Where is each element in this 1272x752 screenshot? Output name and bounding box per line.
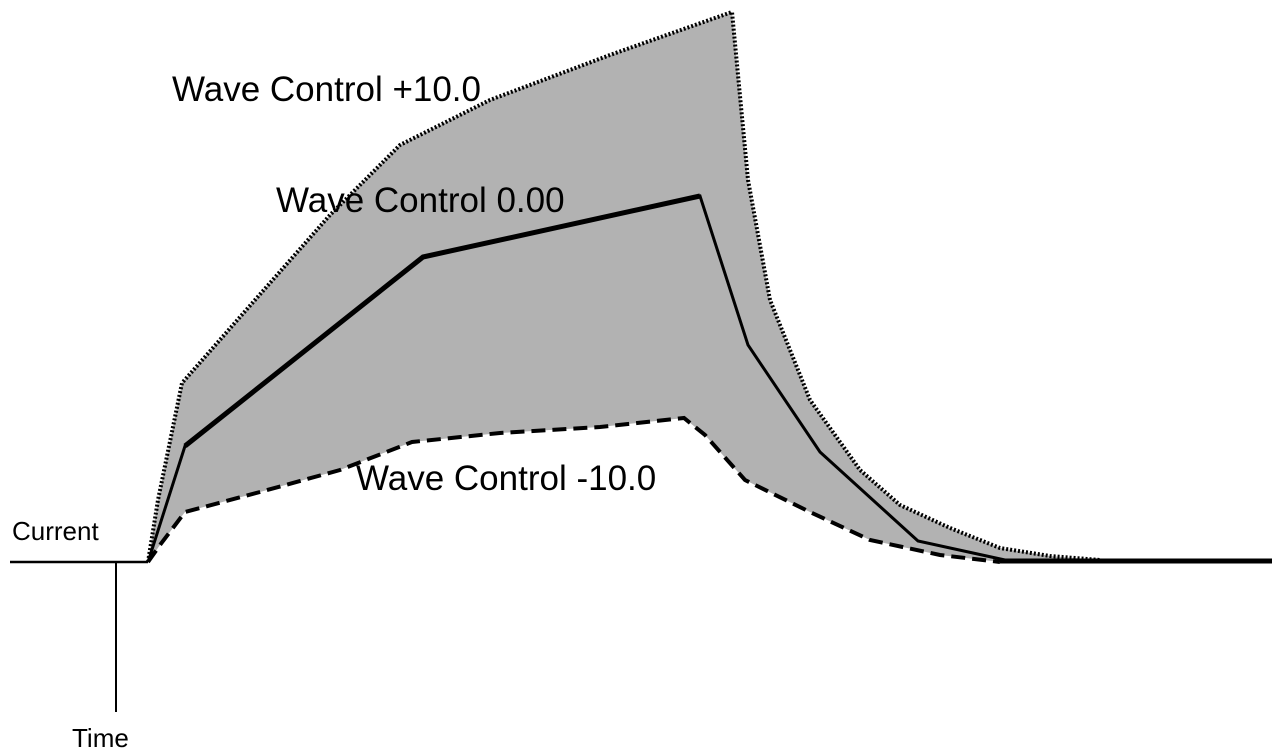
label-wave-control-minus: Wave Control -10.0 <box>356 459 656 498</box>
label-wave-control-zero: Wave Control 0.00 <box>276 181 565 220</box>
label-time: Time <box>72 723 129 752</box>
wave-control-minus-10-curve <box>146 415 1001 564</box>
wave-control-zero-curve-rise <box>183 193 701 448</box>
wave-envelope-band <box>148 12 1100 562</box>
label-wave-control-plus: Wave Control +10.0 <box>172 70 481 109</box>
label-current: Current <box>12 516 99 546</box>
wave-control-plus-10-curve <box>146 9 1101 563</box>
